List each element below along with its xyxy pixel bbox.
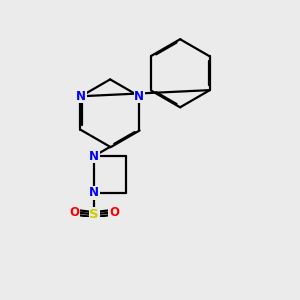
Text: N: N [134, 90, 144, 103]
Text: N: N [89, 186, 99, 199]
Text: O: O [109, 206, 119, 219]
Text: N: N [89, 149, 99, 163]
Text: N: N [76, 90, 86, 103]
Text: O: O [69, 206, 79, 219]
Text: S: S [89, 208, 99, 221]
